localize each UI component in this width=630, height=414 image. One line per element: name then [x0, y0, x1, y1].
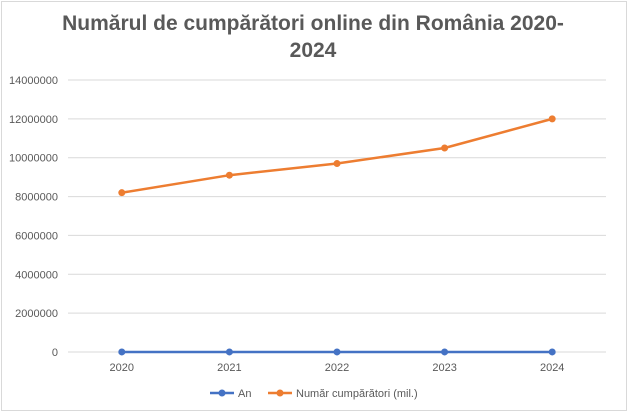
- series-lines: [118, 115, 556, 356]
- data-point-1-1: [225, 171, 233, 179]
- y-tick-label: 8000000: [15, 192, 58, 204]
- data-point-0-2: [333, 348, 341, 356]
- x-axis-ticks: 2020 2021 2022 2023 2024: [110, 362, 565, 374]
- legend: An Număr cumpărători (mil.): [210, 388, 418, 400]
- x-tick-label: 2023: [432, 362, 456, 374]
- y-tick-label: 2000000: [15, 308, 58, 320]
- y-tick-label: 14000000: [9, 75, 58, 87]
- data-point-1-3: [441, 144, 449, 152]
- data-point-1-4: [548, 115, 556, 123]
- legend-label-0: An: [238, 388, 251, 400]
- gridlines: [68, 79, 606, 353]
- chart-title-line-1: 2024: [290, 39, 337, 62]
- x-tick-label: 2022: [325, 362, 349, 374]
- data-point-0-1: [225, 348, 233, 356]
- legend-label-1: Număr cumpărători (mil.): [296, 388, 418, 400]
- y-tick-label: 10000000: [9, 153, 58, 165]
- data-point-1-0: [118, 189, 126, 197]
- data-point-1-2: [333, 160, 341, 168]
- data-point-0-0: [118, 348, 126, 356]
- x-tick-label: 2024: [540, 362, 564, 374]
- data-point-0-4: [548, 348, 556, 356]
- x-tick-label: 2021: [217, 362, 241, 374]
- x-tick-label: 2020: [110, 362, 134, 374]
- y-tick-label: 4000000: [15, 269, 58, 281]
- legend-marker-1: [276, 389, 284, 397]
- chart-title-line-0: Numărul de cumpărători online din Români…: [62, 12, 564, 35]
- chart-title: Numărul de cumpărători online din Români…: [62, 12, 564, 62]
- data-point-0-3: [441, 348, 449, 356]
- y-axis-ticks: 0 2000000 4000000 6000000 8000000 10000000 120…: [9, 75, 58, 359]
- y-tick-label: 6000000: [15, 230, 58, 242]
- y-tick-label: 12000000: [9, 114, 58, 126]
- y-tick-label: 0: [52, 347, 58, 359]
- series-line-1: [120, 117, 554, 194]
- legend-marker-0: [218, 389, 226, 397]
